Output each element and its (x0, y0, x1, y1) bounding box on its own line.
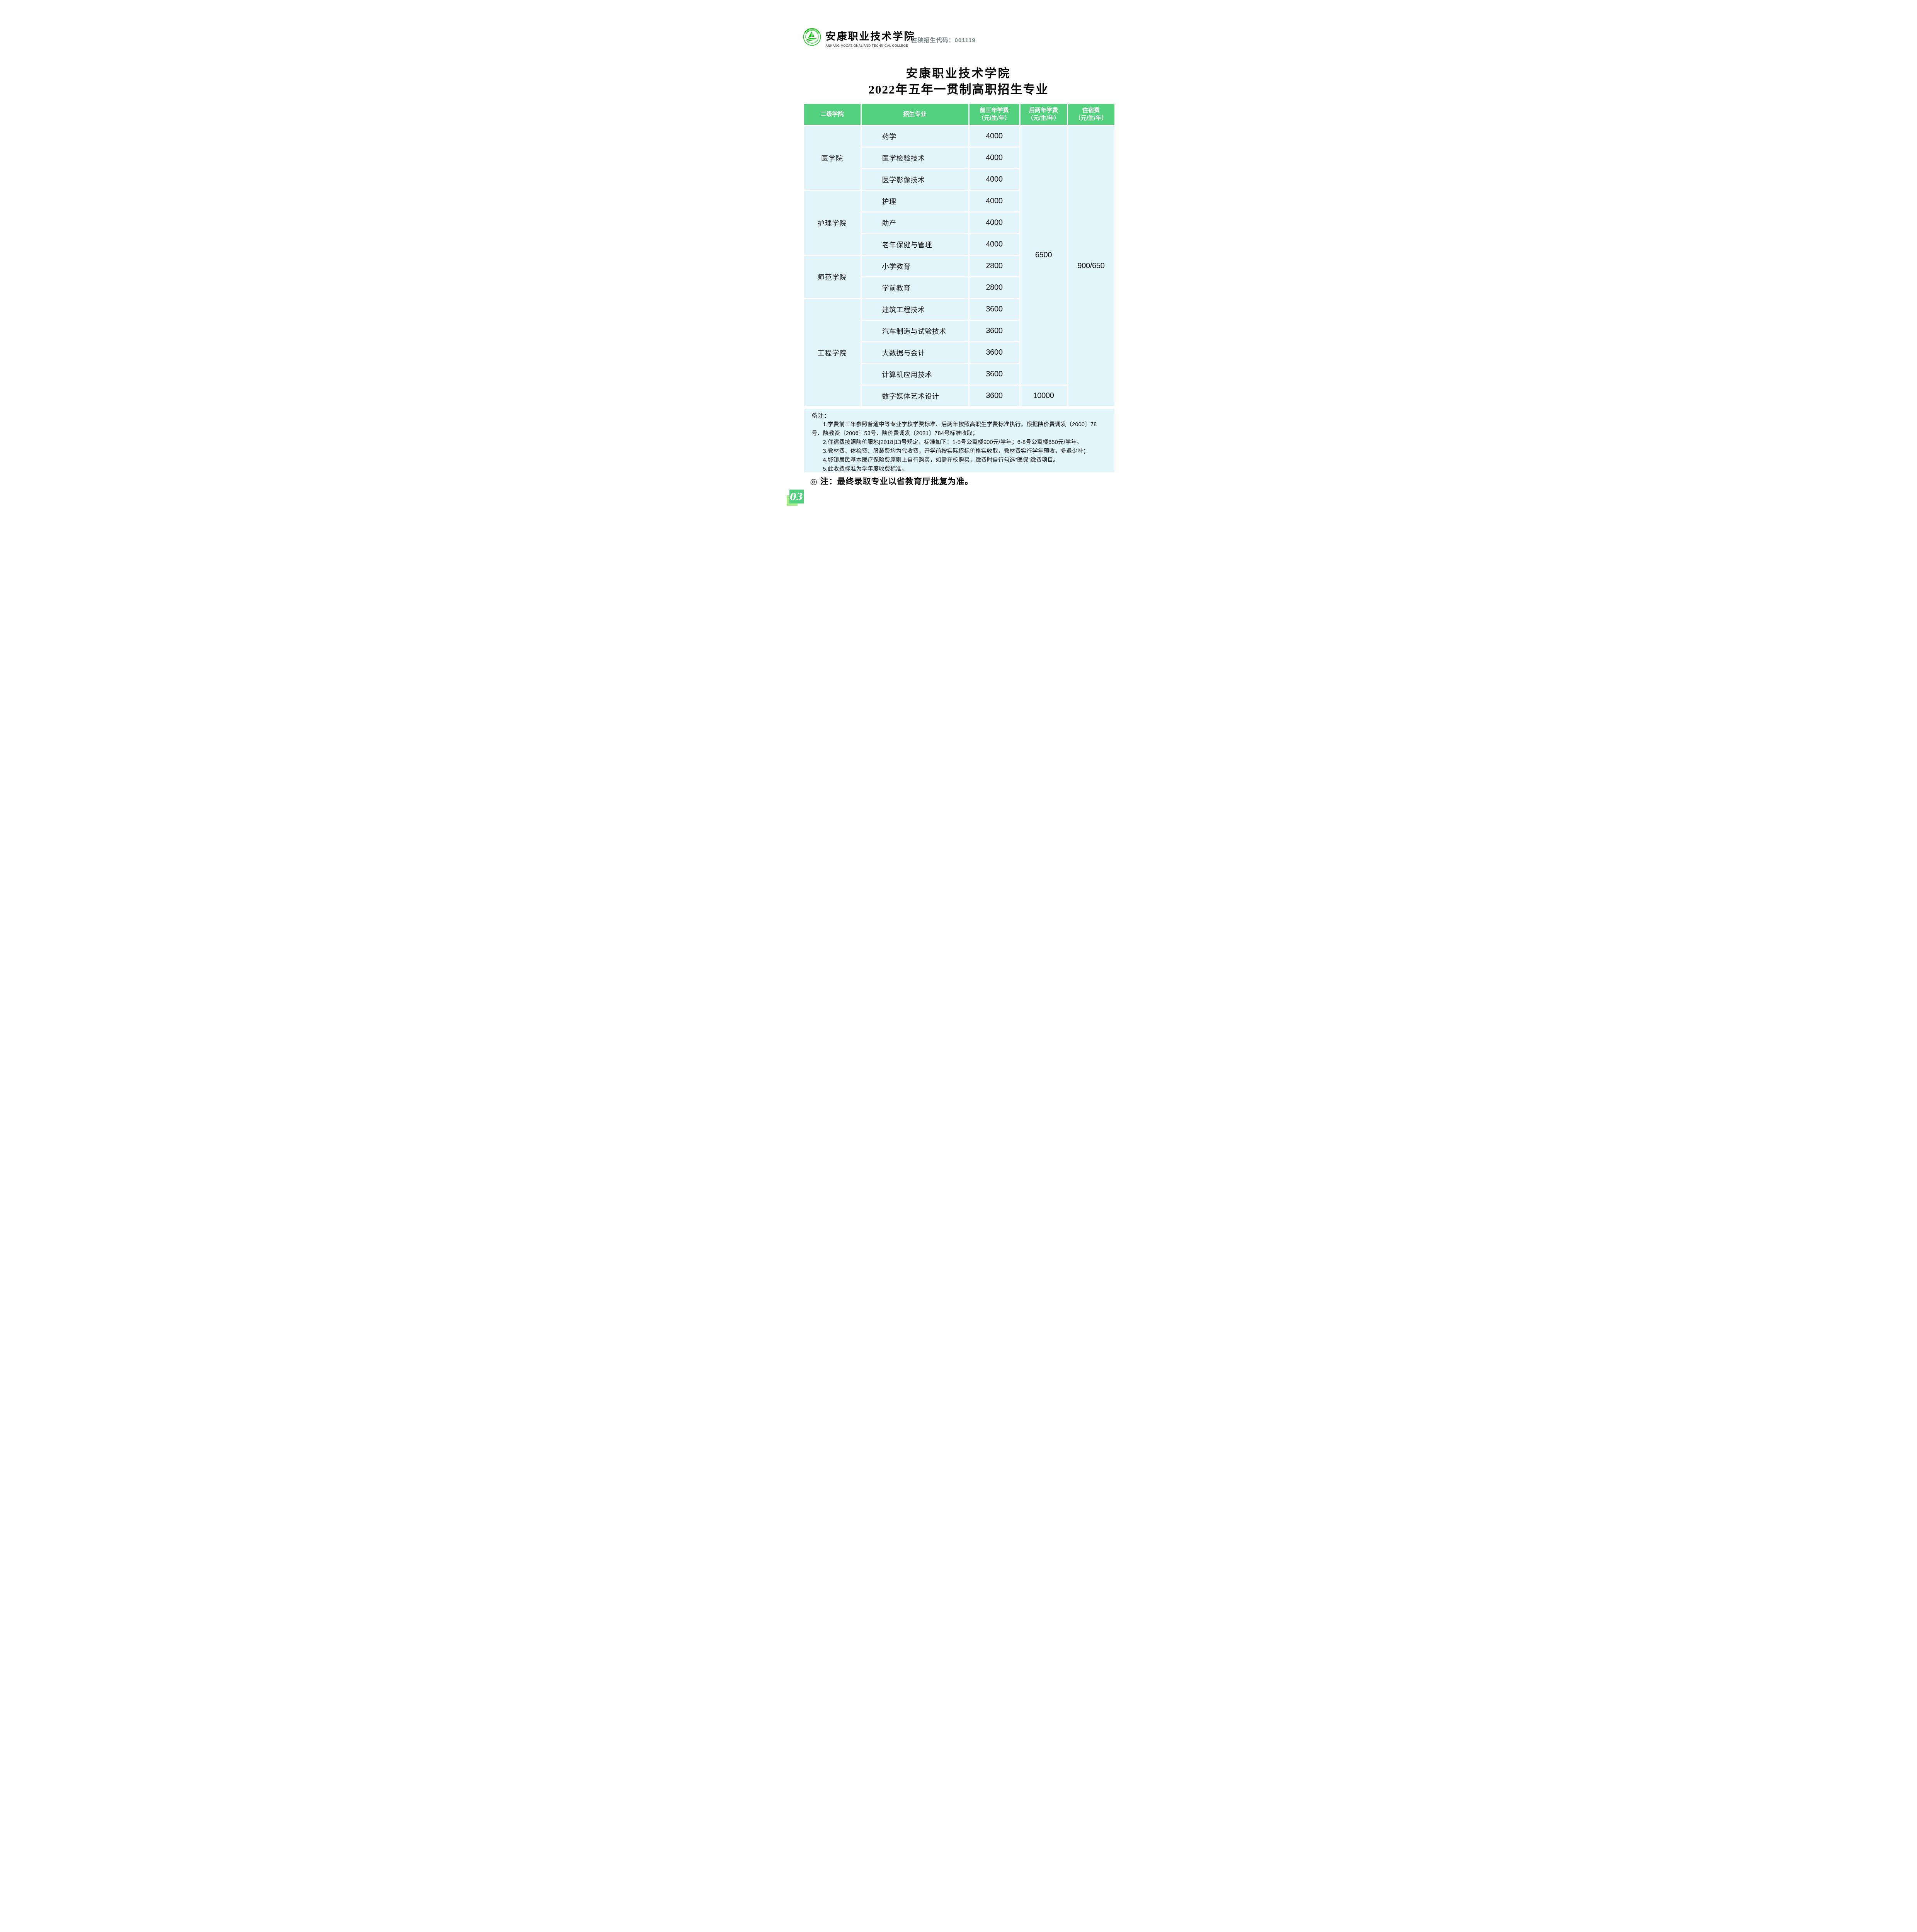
fee3-cell: 3600 (969, 342, 1019, 363)
college-cell-engineering: 工程学院 (804, 299, 861, 406)
column-header-major: 招生专业 (861, 104, 968, 125)
note-item-4: 4.城镇居民基本医疗保险费原则上自行购买，如需在校购买，缴费时自行勾选“医保”缴… (823, 457, 1059, 463)
page-title: 安康职业技术学院 2022年五年一贯制高职招生专业 (767, 66, 1150, 98)
note-item-1: 1.学费前三年参照普通中等专业学校学费标准、后两年按照高职生学费标准执行。根据陕… (811, 422, 1097, 437)
major-cell: 学前教育 (861, 277, 968, 298)
major-cell: 汽车制造与试验技术 (861, 321, 968, 341)
page-title-line2: 2022年五年一贯制高职招生专业 (868, 83, 1049, 96)
college-brand: 安康职业技术学院 ANKANG VOCATIONAL AND TECHNICAL… (826, 29, 915, 48)
fee3-cell: 3600 (969, 386, 1019, 406)
fee3-cell: 2800 (969, 256, 1019, 276)
column-header-college: 二级学院 (804, 104, 861, 125)
fee3-cell: 4000 (969, 191, 1019, 211)
brochure-page: 安康职业技术学院 ANKANG VOCATIONAL TECHNICAL COL… (767, 0, 1150, 520)
major-cell: 数字媒体艺术设计 (861, 386, 968, 406)
fee3-cell: 3600 (969, 299, 1019, 320)
fee3-cell: 2800 (969, 277, 1019, 298)
admission-code: 在陕招生代码：001119 (911, 37, 976, 44)
note-item-5: 5.此收费标准为学年度收费标准。 (823, 466, 907, 472)
fee3-cell: 4000 (969, 213, 1019, 233)
logo-sail-glyph (806, 31, 817, 42)
major-cell: 助产 (861, 213, 968, 233)
college-name-en: ANKANG VOCATIONAL AND TECHNICAL COLLEGE (825, 44, 908, 48)
column-header-fee-last2: 后两年学费 （元/生/年） (1020, 104, 1067, 125)
fee3-cell: 3600 (969, 364, 1019, 384)
major-cell: 医学检验技术 (861, 148, 968, 168)
college-cell-nursing: 护理学院 (804, 191, 861, 255)
column-header-accommodation: 住宿费 （元/生/年） (1068, 104, 1114, 125)
page-title-line1: 安康职业技术学院 (906, 67, 1011, 80)
note-item-2: 2.住宿费按照陕价服地[2018]13号规定，标准如下：1-5号公寓楼900元/… (823, 439, 1082, 446)
notes-title: 备注： (811, 413, 830, 419)
major-cell: 小学教育 (861, 256, 968, 276)
college-cell-normal: 师范学院 (804, 256, 861, 298)
notes-box: 备注： 1.学费前三年参照普通中等专业学校学费标准、后两年按照高职生学费标准执行… (804, 409, 1114, 472)
major-cell: 护理 (861, 191, 968, 211)
fee3-cell: 4000 (969, 169, 1019, 190)
major-cell: 药学 (861, 126, 968, 146)
major-cell: 计算机应用技术 (861, 364, 968, 384)
fee3-cell: 4000 (969, 126, 1019, 146)
college-logo-icon: 安康职业技术学院 ANKANG VOCATIONAL TECHNICAL COL… (803, 28, 821, 46)
major-cell: 大数据与会计 (861, 342, 968, 363)
college-name-zh: 安康职业技术学院 (825, 31, 915, 42)
fee-last2-art-cell: 10000 (1020, 386, 1067, 406)
fee-table: 二级学院 招生专业 前三年学费 （元/生/年） 后两年学费 （元/生/年） 住宿费（… (804, 104, 1114, 406)
fee-last2-merged-cell: 6500 (1020, 126, 1067, 384)
major-cell: 建筑工程技术 (861, 299, 968, 320)
approval-footnote: ◎ 注：最终录取专业以省教育厅批复为准。 (810, 477, 973, 486)
note-item-3: 3.教材费、体检费、服装费均为代收费，开学前按实际招标价格实收取，教材费实行学年… (823, 448, 1089, 454)
fee3-cell: 3600 (969, 321, 1019, 341)
major-cell: 老年保健与管理 (861, 234, 968, 255)
college-cell-medical: 医学院 (804, 126, 861, 190)
page-number-badge: 03 (789, 490, 804, 503)
fee3-cell: 4000 (969, 234, 1019, 255)
column-header-fee-first3: 前三年学费 （元/生/年） (969, 104, 1019, 125)
major-cell: 医学影像技术 (861, 169, 968, 190)
accommodation-fee-cell: 900/650 (1068, 126, 1114, 406)
fee3-cell: 4000 (969, 148, 1019, 168)
page-number: 03 (790, 491, 803, 502)
